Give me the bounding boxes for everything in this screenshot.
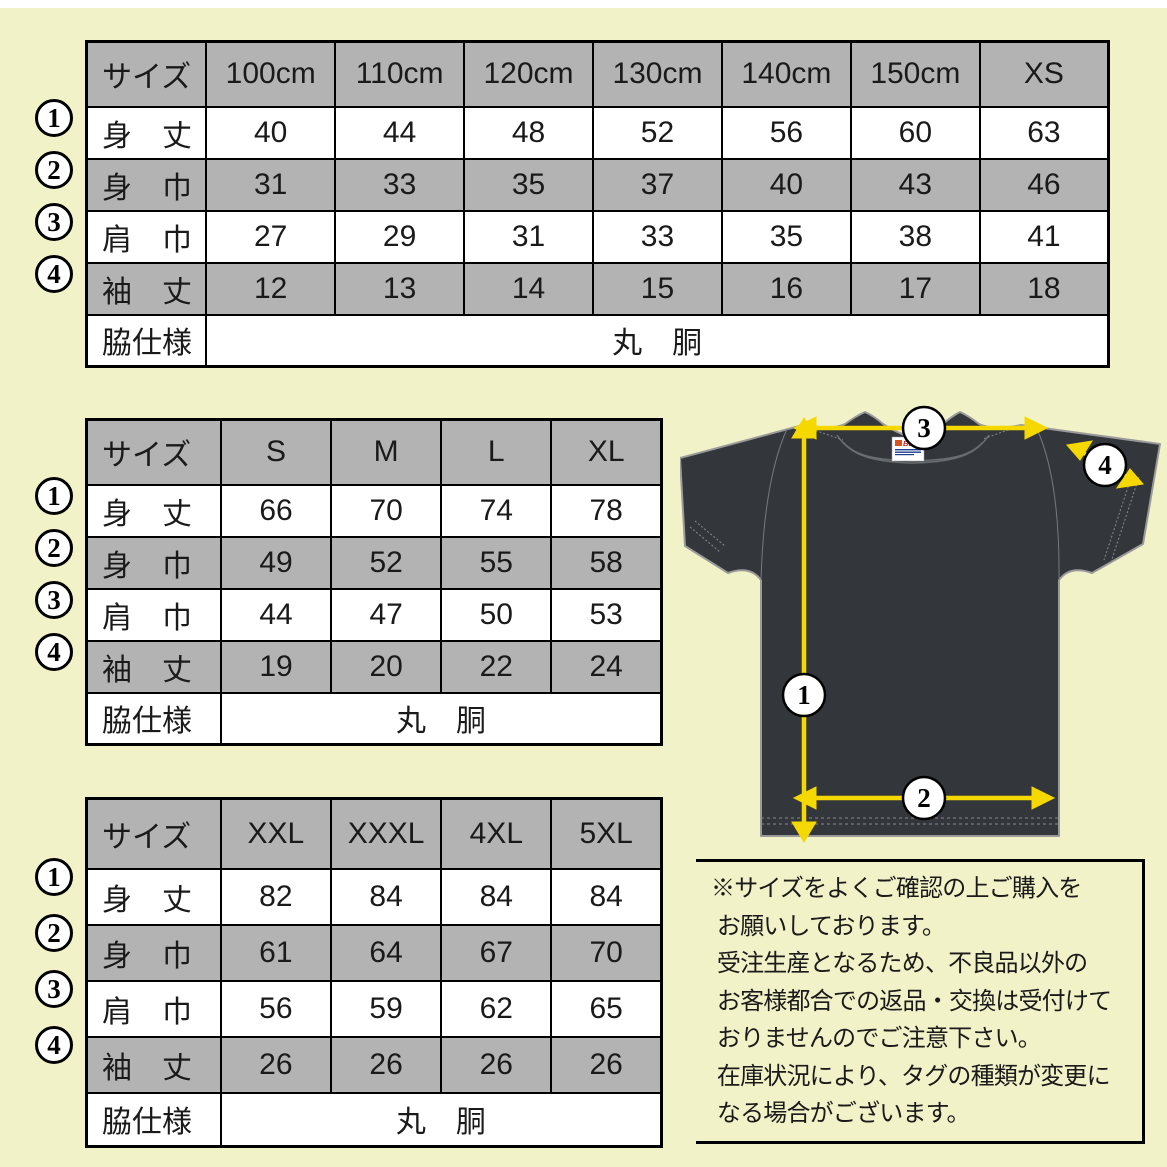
svg-text:1: 1 xyxy=(797,680,811,710)
svg-text:3: 3 xyxy=(917,413,931,443)
svg-text:4: 4 xyxy=(1098,450,1112,480)
svg-text:2: 2 xyxy=(917,783,931,813)
